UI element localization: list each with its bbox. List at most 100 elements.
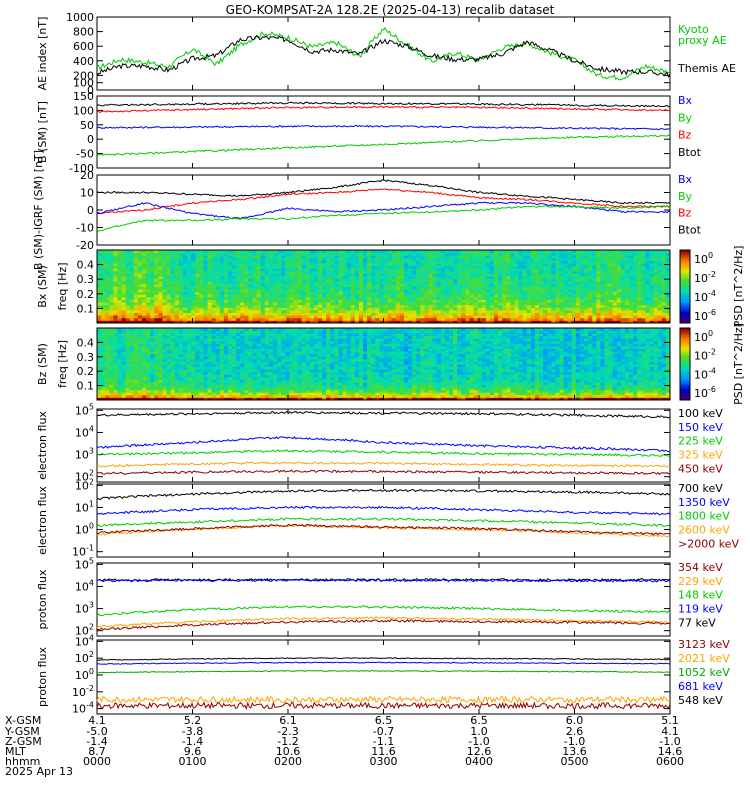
series-line xyxy=(96,134,671,156)
heat-cell xyxy=(211,252,217,256)
heat-cell xyxy=(244,309,249,313)
heat-cell xyxy=(502,278,507,282)
heat-cell xyxy=(604,294,609,298)
heat-cell xyxy=(154,335,159,339)
heat-cell xyxy=(297,270,303,274)
heat-cell xyxy=(559,291,564,295)
heat-cell xyxy=(268,278,274,282)
heat-cell xyxy=(117,265,122,269)
heat-cell xyxy=(653,255,659,259)
heat-cell xyxy=(174,371,180,375)
heat-cell xyxy=(612,250,618,254)
heat-cell xyxy=(158,320,163,324)
heat-cell xyxy=(629,273,634,277)
heat-cell xyxy=(281,250,286,254)
heat-cell xyxy=(555,296,560,300)
heat-cell xyxy=(457,268,462,272)
heat-cell xyxy=(395,270,401,274)
heat-cell xyxy=(661,273,667,277)
heat-cell xyxy=(146,268,151,272)
heat-cell xyxy=(346,260,352,264)
heat-cell xyxy=(137,307,143,311)
heat-cell xyxy=(526,278,532,282)
heat-cell xyxy=(182,309,188,313)
heat-cell xyxy=(502,296,507,300)
heat-cell xyxy=(109,312,114,316)
heat-cell xyxy=(358,281,364,285)
heat-cell xyxy=(555,281,560,285)
heat-cell xyxy=(428,289,434,293)
heat-cell xyxy=(494,278,499,282)
heat-cell xyxy=(129,369,135,373)
heat-cell xyxy=(170,338,176,342)
heat-cell xyxy=(109,366,114,370)
heat-cell xyxy=(203,250,208,254)
heat-cell xyxy=(170,257,176,261)
heat-cell xyxy=(191,283,196,287)
heat-cell xyxy=(174,268,180,272)
heat-cell xyxy=(154,394,159,398)
heat-cell xyxy=(129,374,135,378)
heat-cell xyxy=(293,255,298,259)
heat-cell xyxy=(305,255,311,259)
heat-cell xyxy=(350,273,356,277)
heat-cell xyxy=(154,257,159,261)
heat-cell xyxy=(322,273,327,277)
heat-cell xyxy=(502,281,507,285)
heat-cell xyxy=(440,257,446,261)
heat-cell xyxy=(473,263,479,267)
heat-cell xyxy=(182,302,188,306)
heat-cell xyxy=(326,257,331,261)
heat-cell xyxy=(101,270,106,274)
heat-cell xyxy=(588,255,593,259)
heat-cell xyxy=(236,270,241,274)
heat-cell xyxy=(260,250,266,254)
heat-cell xyxy=(330,252,335,256)
heat-cell xyxy=(219,338,225,342)
heat-cell xyxy=(154,312,159,316)
heat-cell xyxy=(182,265,188,269)
heat-cell xyxy=(530,299,536,303)
heat-cell xyxy=(588,263,593,267)
heat-cell xyxy=(272,307,278,311)
heat-cell xyxy=(97,330,102,334)
colorbar-cell xyxy=(680,286,690,289)
colorbar-cell xyxy=(680,253,690,256)
heat-cell xyxy=(191,387,196,391)
heat-cell xyxy=(170,312,176,316)
heat-cell xyxy=(178,346,184,349)
heat-cell xyxy=(125,276,131,280)
heat-cell xyxy=(559,299,564,303)
heat-cell xyxy=(187,364,192,367)
heat-cell xyxy=(461,283,466,287)
chart-title: GEO-KOMPSAT-2A 128.2E (2025-04-13) recal… xyxy=(226,3,555,17)
heat-cell xyxy=(170,361,176,365)
heat-cell xyxy=(322,263,327,267)
heat-cell xyxy=(510,304,515,308)
heat-cell xyxy=(342,294,348,298)
heat-cell xyxy=(207,366,212,370)
heat-cell xyxy=(174,387,180,391)
heat-cell xyxy=(494,315,499,319)
heat-cell xyxy=(342,291,348,295)
heat-cell xyxy=(387,304,393,308)
heat-cell xyxy=(547,286,552,290)
heat-cell xyxy=(547,270,552,274)
heat-cell xyxy=(469,299,474,303)
colorbar-cell xyxy=(680,266,690,269)
heat-cell xyxy=(154,320,159,324)
heat-cell xyxy=(219,260,225,264)
heat-cell xyxy=(530,276,536,280)
heat-cell xyxy=(326,317,331,321)
heat-cell xyxy=(113,330,118,334)
heat-cell xyxy=(133,364,139,367)
heat-cell xyxy=(453,257,458,261)
heat-cell xyxy=(211,263,217,267)
heat-cell xyxy=(191,302,196,306)
colorbar-cell xyxy=(680,259,690,262)
heat-cell xyxy=(211,268,217,272)
heat-cell xyxy=(612,278,618,282)
heat-cell xyxy=(256,317,262,321)
heat-cell xyxy=(101,278,106,282)
heat-cell xyxy=(600,296,605,300)
